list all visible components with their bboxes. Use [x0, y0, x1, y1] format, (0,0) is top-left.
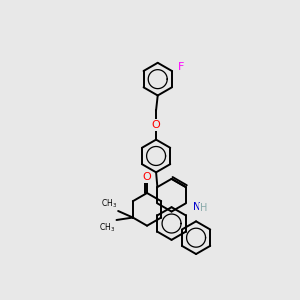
Text: O: O [152, 120, 161, 130]
Text: CH$_3$: CH$_3$ [100, 221, 116, 234]
Text: H: H [200, 203, 207, 213]
Text: N: N [193, 202, 201, 212]
Text: F: F [178, 62, 185, 72]
Text: O: O [143, 172, 152, 182]
Text: CH$_3$: CH$_3$ [101, 197, 117, 209]
